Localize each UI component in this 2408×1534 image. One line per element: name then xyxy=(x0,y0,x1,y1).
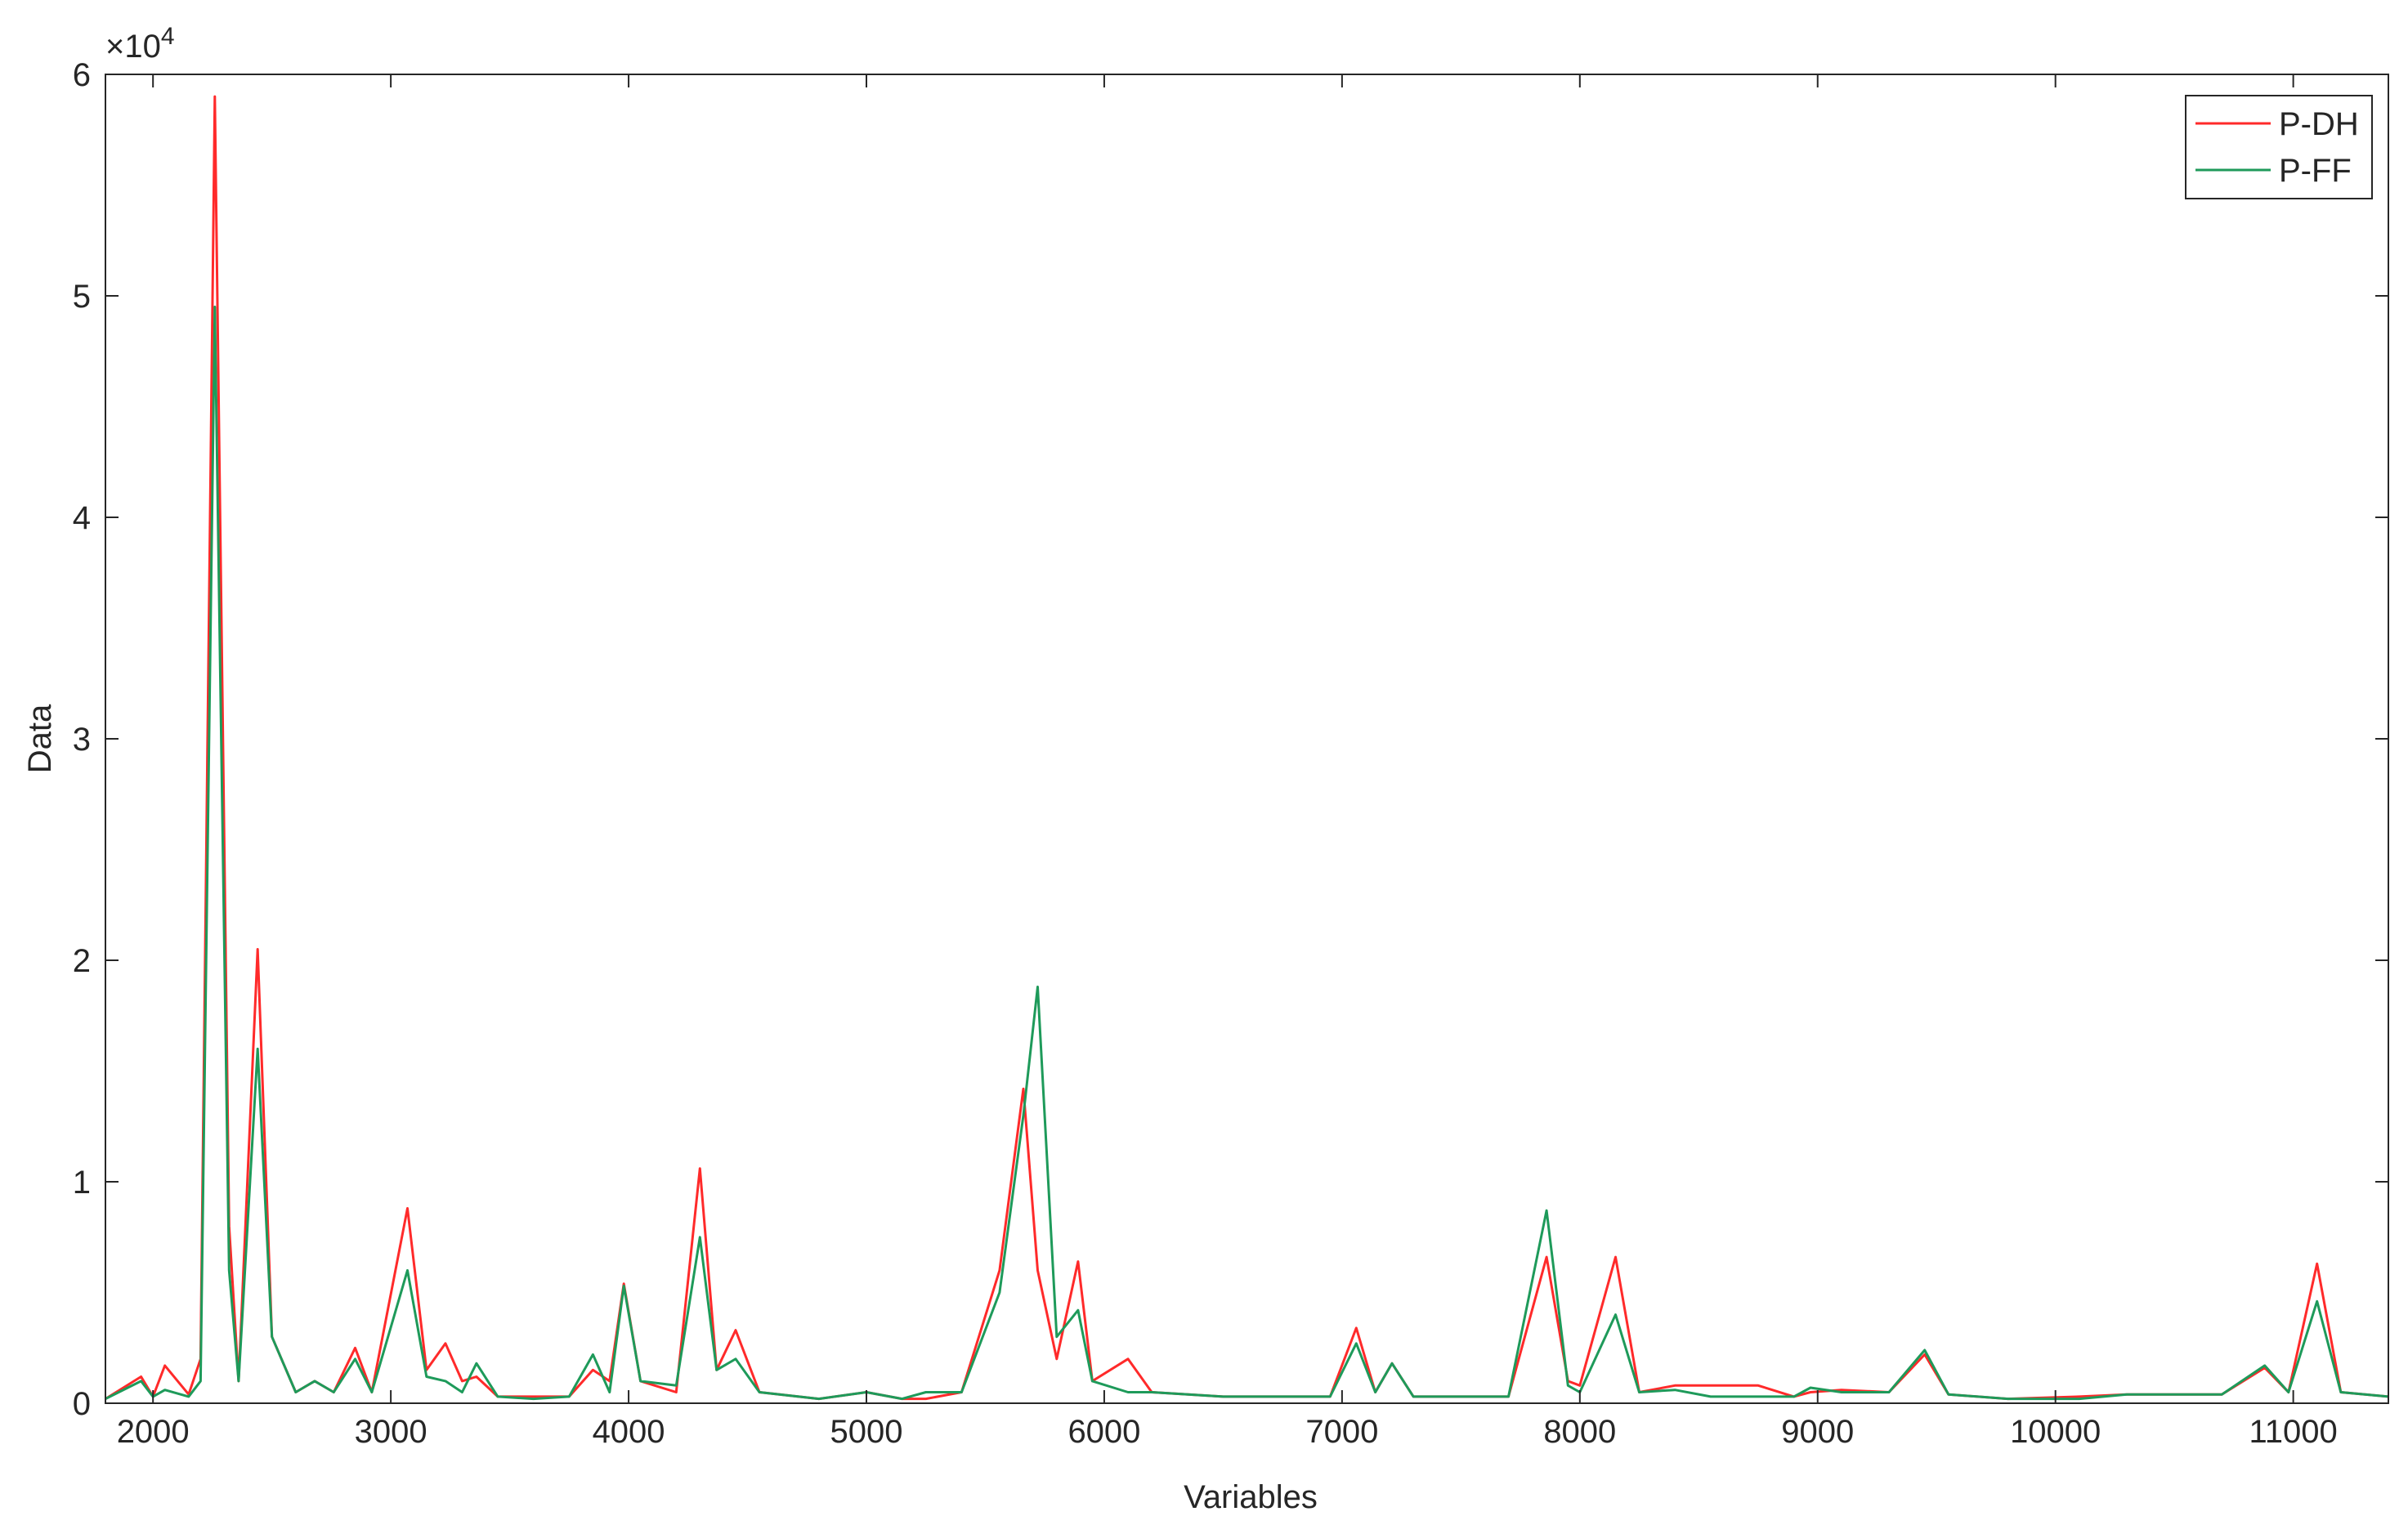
x-axis-label: Variables xyxy=(1184,1479,1318,1515)
legend-label: P-FF xyxy=(2279,153,2352,189)
y-tick-label: 6 xyxy=(73,57,91,93)
y-tick-label: 3 xyxy=(73,722,91,758)
series-line xyxy=(105,306,2389,1401)
x-tick-label: 11000 xyxy=(2249,1414,2337,1450)
legend-label: P-DH xyxy=(2279,106,2359,142)
y-tick-label: 1 xyxy=(73,1165,91,1201)
y-tick-label: 4 xyxy=(73,500,91,536)
x-tick-label: 6000 xyxy=(1067,1414,1140,1450)
plot-lines xyxy=(105,95,2389,1401)
y-tick-label: 0 xyxy=(73,1386,91,1422)
x-tick-label: 10000 xyxy=(2010,1414,2101,1450)
x-tick-label: 2000 xyxy=(117,1414,190,1450)
x-tick-label: 4000 xyxy=(593,1414,665,1450)
x-tick-label: 7000 xyxy=(1305,1414,1378,1450)
x-tick-label: 9000 xyxy=(1781,1414,1854,1450)
x-tick-label: 3000 xyxy=(355,1414,427,1450)
plot-area xyxy=(105,74,2388,1403)
x-tick-label: 5000 xyxy=(830,1414,903,1450)
x-tick-label: 8000 xyxy=(1543,1414,1616,1450)
y-tick-label: 2 xyxy=(73,943,91,979)
multiplier-base: ×10 xyxy=(105,29,161,65)
y-axis-label: Data xyxy=(22,704,58,773)
y-multiplier: ×104 xyxy=(105,23,175,65)
legend: P-DH P-FF xyxy=(2185,95,2373,199)
y-tick-label: 5 xyxy=(73,279,91,315)
multiplier-exponent: 4 xyxy=(161,23,175,50)
legend-box xyxy=(2185,95,2373,199)
